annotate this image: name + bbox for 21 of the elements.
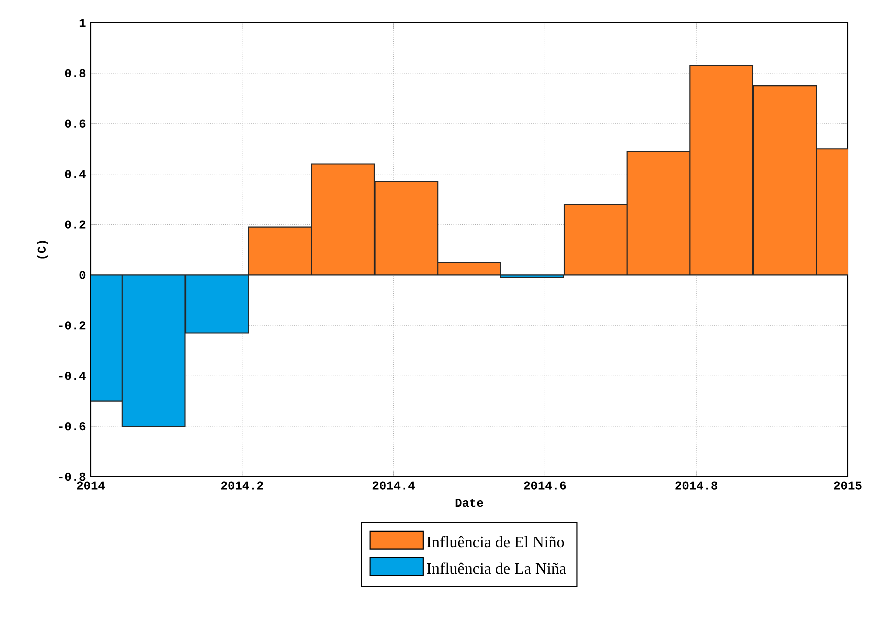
legend-label: Influência de La Niña [427, 562, 566, 574]
x-axis-title: Date [456, 499, 484, 508]
y-tick-label: -0.2 [59, 322, 86, 330]
y-tick-label: 0.2 [65, 220, 86, 229]
bar [185, 274, 250, 334]
x-tick-label: 2014.2 [222, 482, 264, 490]
legend-label: Influência de El Niño [427, 536, 564, 548]
x-tick-label: 2014 [77, 482, 106, 490]
y-tick-label: 0.4 [65, 170, 86, 178]
x-tick-label: 2014.8 [676, 482, 718, 490]
y-tick-label: 0.6 [65, 120, 86, 128]
x-tick-label: 2015 [834, 482, 862, 490]
y-axis-title: (C) [37, 241, 48, 259]
x-tick-label: 2014.6 [524, 482, 566, 490]
y-tick-label: -0.6 [59, 422, 86, 431]
y-tick-label: 1 [80, 19, 86, 27]
y-tick-label: 0 [80, 271, 86, 280]
y-tick-label: -0.4 [59, 372, 86, 380]
y-tick-label: -0.8 [59, 472, 86, 482]
y-tick-label: 0.8 [65, 69, 86, 78]
x-tick-label: 2014.4 [372, 482, 416, 490]
